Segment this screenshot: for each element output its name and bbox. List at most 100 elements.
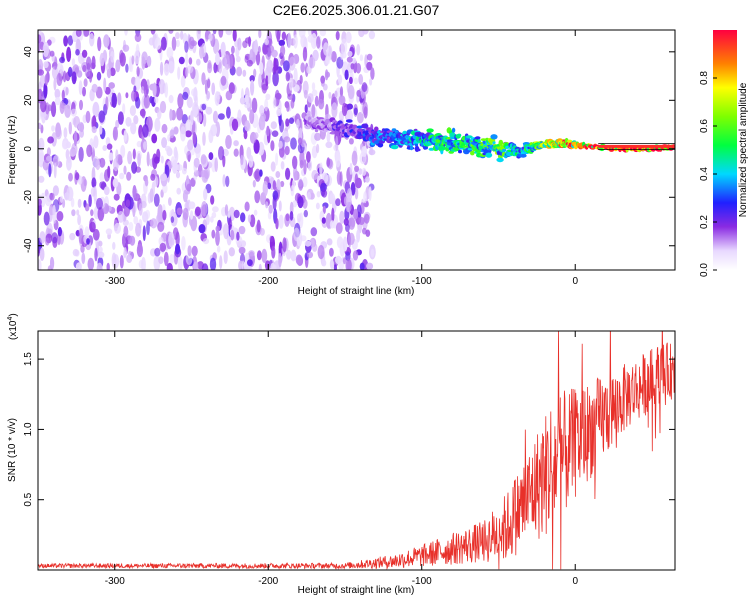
noise-blob: [168, 30, 174, 34]
noise-blob: [182, 207, 189, 221]
noise-blob: [182, 91, 189, 101]
signal-blob: [498, 139, 504, 147]
noise-blob: [357, 112, 364, 124]
noise-blob: [66, 156, 72, 163]
noise-blob: [257, 45, 261, 54]
noise-blob: [123, 129, 128, 142]
noise-blob: [302, 46, 308, 62]
noise-blob: [365, 176, 370, 183]
noise-blob: [105, 228, 113, 235]
noise-blob: [200, 154, 207, 165]
noise-blob: [107, 165, 111, 179]
noise-blob: [249, 109, 255, 124]
noise-blob: [53, 162, 57, 179]
spectrogram-y-label: Frequency (Hz): [7, 116, 18, 185]
noise-blob: [215, 51, 220, 66]
noise-blob: [84, 203, 90, 212]
noise-blob: [361, 167, 367, 176]
noise-blob: [185, 130, 192, 138]
noise-blob: [163, 251, 169, 267]
noise-blob: [248, 36, 251, 47]
noise-blob: [311, 169, 319, 181]
x-tick-label: -300: [105, 276, 125, 287]
noise-blob: [256, 219, 261, 233]
noise-blob: [203, 188, 208, 201]
noise-blob: [127, 150, 133, 165]
noise-blob: [293, 34, 298, 49]
noise-blob: [134, 50, 140, 65]
noise-blob: [369, 78, 373, 86]
noise-blob: [125, 199, 131, 208]
noise-blob: [335, 255, 342, 265]
noise-blob: [70, 108, 78, 117]
noise-blob: [89, 33, 95, 47]
signal-blob: [457, 133, 462, 137]
noise-blob: [228, 247, 235, 257]
noise-blob: [291, 179, 295, 191]
noise-blob: [280, 60, 284, 66]
noise-blob: [356, 229, 361, 243]
noise-blob: [191, 245, 198, 257]
noise-blob: [185, 253, 193, 265]
noise-blob: [108, 152, 114, 161]
noise-blob: [196, 112, 203, 123]
noise-blob: [225, 175, 230, 188]
noise-blob: [62, 70, 67, 83]
noise-blob: [280, 180, 285, 188]
noise-blob: [180, 30, 184, 40]
noise-blob: [78, 146, 84, 162]
noise-blob: [186, 183, 192, 192]
noise-blob: [335, 30, 340, 41]
y-tick-label: 0.5: [23, 492, 34, 506]
noise-blob: [254, 39, 259, 56]
noise-blob: [174, 150, 179, 163]
noise-blob: [180, 75, 186, 88]
noise-blob: [63, 127, 68, 139]
noise-blob: [271, 130, 279, 137]
noise-blob: [300, 235, 307, 242]
noise-blob: [61, 89, 65, 101]
noise-blob: [44, 73, 49, 86]
noise-blob: [137, 153, 141, 167]
noise-blob: [48, 163, 52, 178]
noise-blob: [133, 85, 137, 93]
noise-blob: [73, 130, 78, 147]
noise-blob: [130, 90, 137, 102]
noise-blob: [270, 121, 277, 130]
noise-blob: [246, 59, 253, 67]
noise-blob: [56, 62, 63, 74]
noise-blob: [115, 119, 120, 129]
noise-blob: [335, 222, 343, 234]
noise-blob: [143, 83, 148, 98]
noise-blob: [311, 82, 316, 91]
noise-blob: [173, 163, 179, 170]
noise-blob: [338, 95, 346, 106]
noise-blob: [281, 31, 287, 41]
snr-y-ticks: 0.5 1.0 1.5: [23, 352, 675, 507]
noise-blob: [132, 148, 136, 160]
signal-blob: [369, 136, 374, 140]
noise-blob: [177, 255, 183, 270]
noise-blob: [283, 60, 290, 72]
noise-blob: [151, 133, 158, 144]
noise-blob: [150, 218, 158, 229]
noise-blob: [345, 223, 350, 233]
noise-blob: [163, 63, 170, 76]
noise-blob: [131, 55, 135, 65]
noise-blob: [167, 60, 175, 74]
noise-blob: [262, 180, 268, 197]
noise-blob: [323, 42, 329, 56]
noise-blob: [259, 61, 264, 75]
noise-blob: [322, 205, 326, 214]
noise-blob: [152, 82, 157, 97]
noise-blob: [247, 259, 253, 267]
noise-blob: [350, 63, 355, 70]
y-tick-label: 1.5: [23, 352, 34, 366]
noise-blob: [270, 161, 276, 172]
noise-blob: [119, 49, 124, 63]
noise-blob: [348, 138, 354, 145]
noise-blob: [59, 56, 66, 64]
noise-blob: [321, 189, 328, 198]
noise-blob: [38, 198, 42, 206]
